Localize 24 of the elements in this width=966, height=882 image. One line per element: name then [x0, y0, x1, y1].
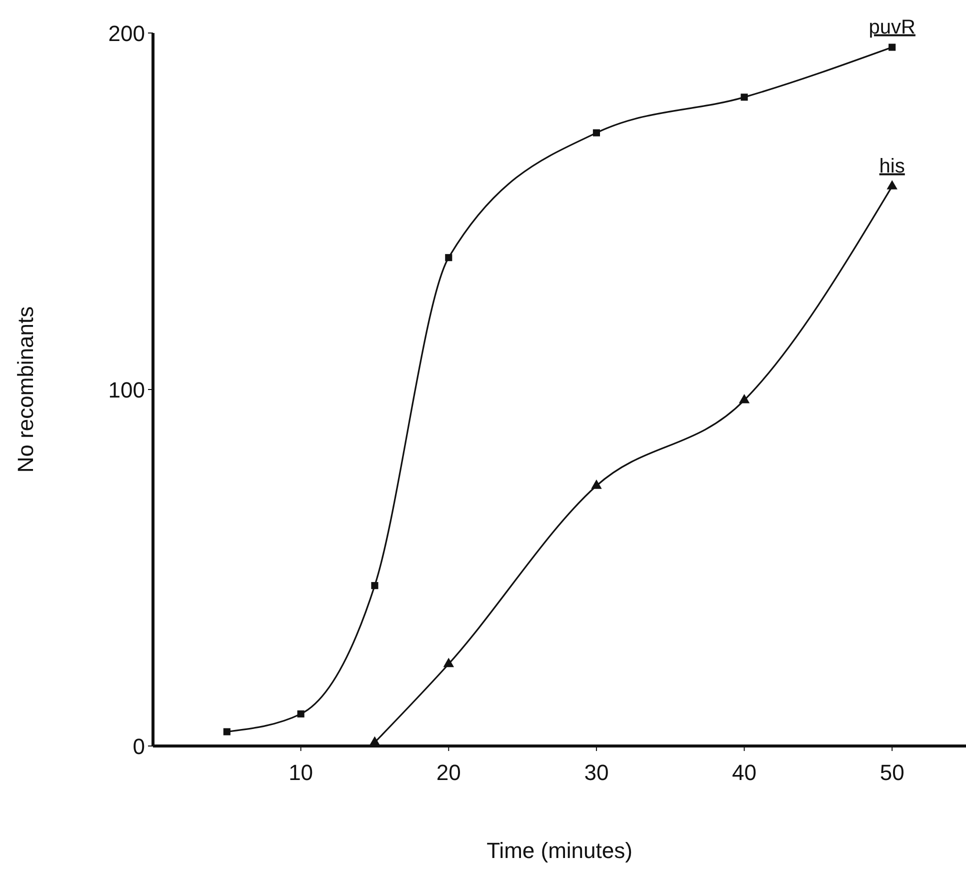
x-tick-label: 30	[584, 760, 609, 785]
x-tick-label: 40	[732, 760, 757, 785]
x-axis-title: Time (minutes)	[486, 838, 632, 863]
series-label: his	[879, 155, 905, 178]
y-tick-label: 100	[108, 378, 145, 402]
point	[740, 94, 748, 101]
series-label: puvR	[868, 16, 916, 38]
x-tick-label: 20	[436, 760, 461, 785]
y-tick-label: 200	[108, 21, 145, 46]
point	[443, 658, 454, 668]
point	[223, 728, 230, 736]
y-axis-title: No recombinants	[13, 306, 38, 473]
point	[297, 710, 304, 718]
point	[445, 254, 452, 262]
point	[592, 129, 600, 136]
point	[371, 582, 378, 590]
point	[888, 44, 896, 51]
point	[591, 480, 602, 489]
x-tick-label: 50	[880, 760, 904, 785]
x-tick-label: 10	[288, 760, 314, 785]
point	[369, 736, 380, 746]
point	[738, 394, 750, 404]
y-tick-label: 0	[132, 734, 145, 759]
point	[886, 180, 898, 190]
